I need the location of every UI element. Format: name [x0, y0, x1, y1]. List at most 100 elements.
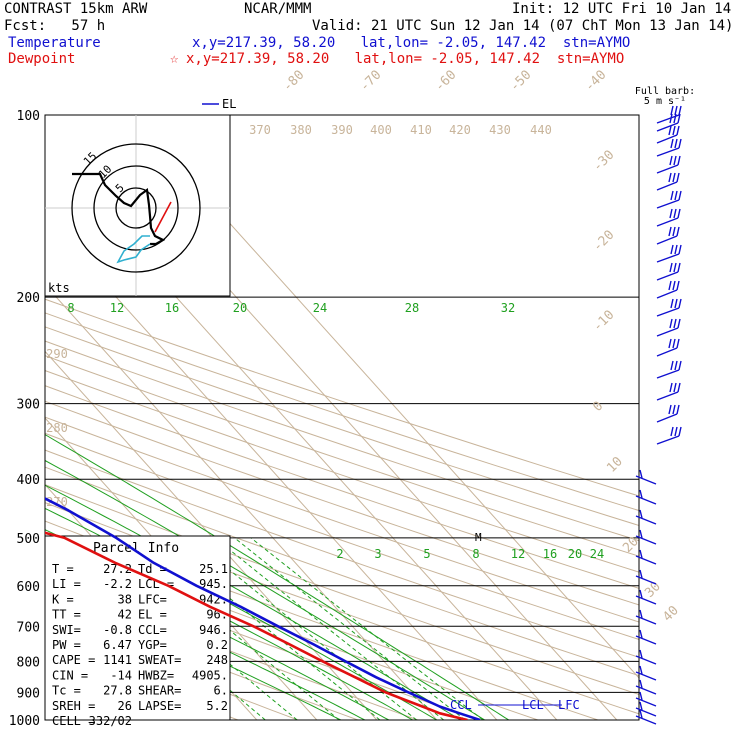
parcel-key: SWI= — [52, 623, 81, 637]
theta-label: 380 — [290, 123, 312, 137]
isotherm-label: 40 — [660, 603, 682, 625]
mixing-ratio-line — [118, 537, 340, 720]
wind-barb-flag — [668, 172, 672, 183]
mixing-ratio-label: 16 — [543, 547, 557, 561]
parcel-key: Tc = — [52, 684, 81, 698]
parcel-key: K = — [52, 592, 74, 606]
wind-barb — [656, 253, 680, 263]
wind-barb-flag — [678, 360, 682, 371]
wind-barb — [635, 495, 657, 505]
mixing-ratio-label: 3 — [374, 547, 381, 561]
parcel-value: 332/02 — [89, 714, 132, 728]
wind-barb-flag — [639, 589, 643, 599]
wind-barb-flag — [668, 280, 672, 291]
wind-barb — [656, 217, 679, 227]
parcel-key: YGP= — [138, 638, 167, 652]
parcel-value: -14 — [110, 668, 132, 682]
header-line2-right: Valid: 21 UTC Sun 12 Jan 14 (07 ChT Mon … — [312, 18, 734, 34]
dry-adiabat-line — [45, 400, 639, 606]
pressure-tick-label: 300 — [17, 398, 40, 413]
mixing-ratio-line — [189, 537, 417, 720]
dry-adiabat-line — [45, 298, 639, 497]
parcel-key: CAPE = — [52, 653, 95, 667]
wind-barb-flag — [670, 426, 674, 437]
parcel-value: 0.2 — [206, 638, 228, 652]
wind-barb-flag — [677, 262, 681, 273]
wind-barb-flag — [673, 262, 677, 273]
wind-barb-flag — [672, 280, 676, 291]
dry-adiabat-line — [45, 340, 639, 542]
parcel-value: 6. — [214, 684, 228, 698]
isotherm-label: -60 — [432, 68, 459, 95]
wind-barb — [656, 413, 678, 423]
theta-label: 430 — [489, 123, 511, 137]
dry-adiabat-line — [45, 326, 639, 527]
isotherm-label: -30 — [590, 148, 617, 175]
wind-barb — [656, 327, 679, 337]
wind-barb-flag — [639, 489, 643, 499]
wind-barb — [656, 435, 680, 445]
header-line2-left: Fcst: 57 h — [4, 18, 106, 34]
wind-barb-flag — [639, 709, 643, 719]
parcel-key: LAPSE= — [138, 699, 181, 713]
parcel-value: 4905. — [192, 668, 228, 682]
isotherm-label: -70 — [357, 68, 384, 95]
wind-barb-flag — [673, 382, 677, 393]
isotherm-line — [0, 115, 17, 720]
dry-adiabat-line — [45, 370, 639, 573]
temperature-label: Temperature — [8, 35, 101, 51]
mixing-ratio-line — [250, 537, 484, 720]
parcel-key: T = — [52, 562, 74, 576]
parcel-key: HWBZ= — [138, 668, 174, 682]
header-line1-right: Init: 12 UTC Fri 10 Jan 14 — [512, 1, 732, 17]
wind-barb-flag — [672, 226, 676, 237]
dry-adiabat-line — [45, 466, 639, 677]
dry-adiabat-line — [45, 312, 639, 512]
header-line1-left: CONTRAST 15km ARW — [4, 1, 148, 17]
wind-barb — [656, 122, 679, 132]
wind-barb-flag — [677, 382, 681, 393]
wind-barb-flag — [668, 404, 672, 415]
temperature-profile — [45, 497, 481, 720]
isotherm-label: -40 — [582, 68, 609, 95]
m-marker-label: M — [475, 531, 482, 544]
parcel-key: SREH = — [52, 699, 95, 713]
isotherm-label: -50 — [507, 68, 534, 95]
wind-barb — [635, 515, 657, 525]
parcel-value: -0.8 — [103, 623, 132, 637]
dry-adiabat-line — [45, 579, 419, 720]
pressure-tick-label: 100 — [17, 109, 40, 124]
dry-adiabat-line — [45, 385, 639, 589]
dewpoint-info: x,y=217.39, 58.20 lat,lon= -2.05, 147.42… — [186, 51, 625, 67]
parcel-value: 27.2 — [103, 562, 132, 576]
parcel-info-title: Parcel Info — [93, 541, 179, 556]
level-markers: EL M CCL LCL LFC — [202, 97, 580, 712]
wind-barb-flag — [676, 404, 680, 415]
wind-barb-flag — [673, 113, 677, 124]
wind-barb-flag — [639, 701, 643, 711]
dewpoint-profile — [45, 531, 468, 720]
ccl-marker-label: CCL — [450, 698, 472, 712]
wind-barb — [635, 575, 657, 585]
wind-barb-flag — [674, 426, 678, 437]
wind-barb-flag — [639, 679, 643, 689]
wind-barb-flag — [670, 244, 674, 255]
theta-label: 370 — [249, 123, 271, 137]
wind-barb — [635, 595, 657, 605]
parcel-key: CCL= — [138, 623, 167, 637]
wind-barb-flag — [674, 105, 678, 116]
wind-barb — [635, 635, 657, 645]
wind-barb-flag — [639, 665, 643, 675]
pressure-tick-label: 800 — [17, 655, 40, 670]
wind-barb-flag — [639, 649, 643, 659]
parcel-value: 26 — [118, 699, 132, 713]
wind-barb-flag — [672, 125, 676, 136]
wind-barb — [635, 685, 657, 695]
wind-barb — [656, 199, 680, 209]
isotherm-line — [45, 217, 498, 720]
wind-barb-column: Full barb:5 m s⁻¹ — [635, 86, 695, 725]
theta-label: 390 — [331, 123, 353, 137]
parcel-key: LFC= — [138, 592, 167, 606]
isotherm-label: -20 — [590, 228, 617, 255]
